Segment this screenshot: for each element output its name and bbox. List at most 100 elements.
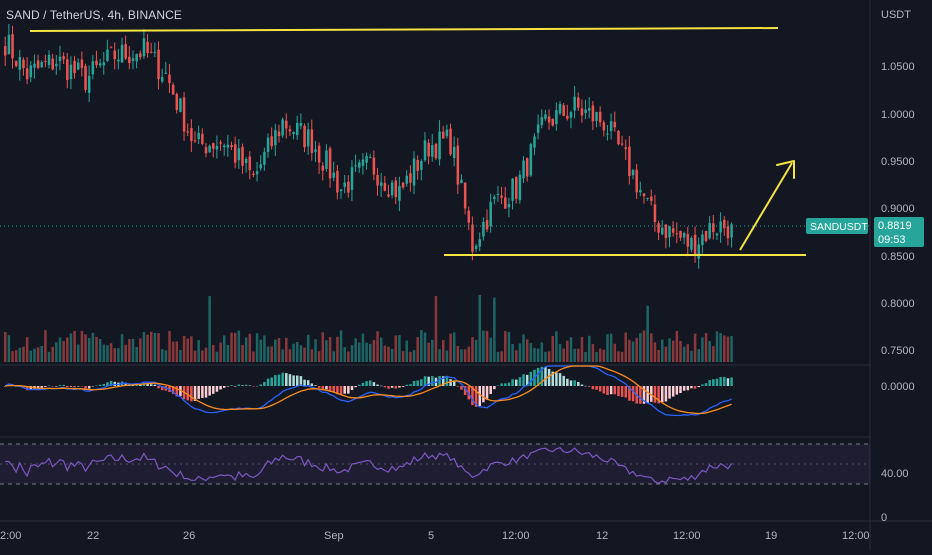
macd-histogram-bar — [58, 385, 62, 386]
volume-bar — [474, 339, 478, 362]
candle-body — [55, 63, 58, 67]
macd-histogram-bar — [416, 380, 419, 386]
candle-body — [617, 130, 620, 145]
candle-body — [390, 182, 394, 196]
macd-histogram-bar — [255, 385, 259, 387]
time-axis[interactable]: 2:00 22 26 Sep 5 12:00 12 12:00 19 12:00 — [0, 530, 870, 542]
time-label: 12:00 — [842, 530, 870, 542]
volume-bar — [201, 350, 204, 362]
macd-histogram-bar — [197, 386, 200, 399]
volume-bar — [150, 331, 153, 362]
macd-histogram-bar — [270, 377, 273, 386]
macd-histogram-bar — [303, 379, 306, 386]
time-label: 22 — [87, 530, 99, 542]
candle-body — [109, 46, 113, 48]
volume-bar — [36, 347, 40, 362]
volume-bar — [369, 343, 372, 362]
symbol-title[interactable]: SAND / TetherUS, 4h, BINANCE — [6, 8, 182, 22]
candle-body — [29, 65, 33, 78]
volume-bar — [212, 344, 215, 362]
macd-histogram-bar — [544, 366, 547, 386]
candle-body — [193, 140, 197, 142]
volume-bar — [124, 344, 127, 362]
rsi-line — [5, 447, 733, 484]
candle-body — [515, 177, 518, 199]
candle-body — [661, 227, 664, 235]
price-axis[interactable]: USDT 1.0500 1.0000 0.9500 0.9000 0.8500 … — [881, 9, 915, 524]
macd-histogram-bar — [252, 386, 255, 387]
candle-body — [650, 196, 653, 201]
macd-histogram-bar — [452, 380, 456, 386]
volume-bar — [452, 332, 456, 362]
candle-body — [325, 150, 328, 169]
volume-bar — [423, 332, 427, 362]
macd-histogram-bar — [361, 382, 365, 386]
volume-bar — [190, 336, 193, 362]
candle-body — [51, 58, 54, 70]
candle-body — [80, 59, 84, 69]
volume-bar — [639, 333, 642, 362]
macd-histogram-bar — [584, 385, 587, 387]
volume-bar — [109, 343, 113, 362]
candle-body — [383, 183, 387, 191]
volume-bar — [536, 348, 540, 362]
volume-bar — [642, 330, 646, 362]
candle-body — [463, 182, 467, 209]
volume-bar — [394, 335, 398, 362]
volume-bar — [460, 349, 463, 362]
volume-bar — [456, 345, 460, 362]
macd-histogram-bar — [259, 384, 262, 386]
candle-body — [620, 143, 624, 145]
candle-body — [580, 108, 584, 116]
candle-body — [664, 224, 668, 239]
volume-bar — [617, 351, 620, 362]
candle-body — [420, 161, 423, 170]
volume-bar — [230, 332, 233, 362]
volume-bar — [372, 340, 376, 362]
volume-bar — [412, 350, 416, 362]
macd-histogram-bar — [671, 386, 675, 397]
macd-histogram-bar — [573, 380, 576, 386]
macd-histogram-bar — [679, 386, 682, 393]
macd-histogram-bar — [201, 386, 204, 398]
rsi-axis-label: 40.00 — [881, 468, 909, 480]
candle-body — [525, 158, 529, 177]
candle-body — [186, 131, 189, 133]
macd-histogram-bar — [288, 374, 292, 386]
volume-bar — [179, 349, 182, 362]
candle-body — [679, 231, 682, 238]
last-price-badge: 0.8819 09:53 — [874, 217, 924, 247]
candle-body — [215, 145, 219, 150]
candle-body — [551, 119, 554, 126]
macd-histogram-bar — [354, 386, 357, 388]
volume-bar — [558, 343, 562, 362]
resistance-trendline[interactable] — [29, 27, 779, 32]
candle-body — [237, 148, 241, 161]
volume-bar — [715, 331, 719, 362]
candle-body — [241, 146, 244, 166]
candle-body — [409, 173, 412, 183]
bullish-arrow-drawing[interactable] — [739, 160, 795, 251]
candle-body — [347, 181, 350, 193]
candle-body — [569, 112, 573, 118]
macd-histogram-bar — [591, 386, 595, 390]
volume-bar — [40, 346, 43, 362]
macd-histogram-bar — [577, 381, 580, 386]
macd-histogram-bar — [369, 380, 372, 386]
candle-body — [500, 195, 503, 198]
macd-histogram-bar — [646, 386, 649, 403]
volume-bar — [306, 334, 310, 362]
candle-body — [219, 142, 222, 144]
candle-body — [270, 136, 273, 147]
macd-histogram-bar — [507, 382, 511, 386]
candle-body — [4, 46, 7, 56]
volume-bar — [62, 341, 65, 362]
volume-bar — [33, 348, 36, 362]
candle-body — [489, 201, 492, 227]
time-label: 26 — [183, 530, 195, 542]
volume-bar — [270, 346, 273, 362]
macd-histogram-bar — [277, 374, 281, 386]
candle-body — [496, 194, 500, 196]
